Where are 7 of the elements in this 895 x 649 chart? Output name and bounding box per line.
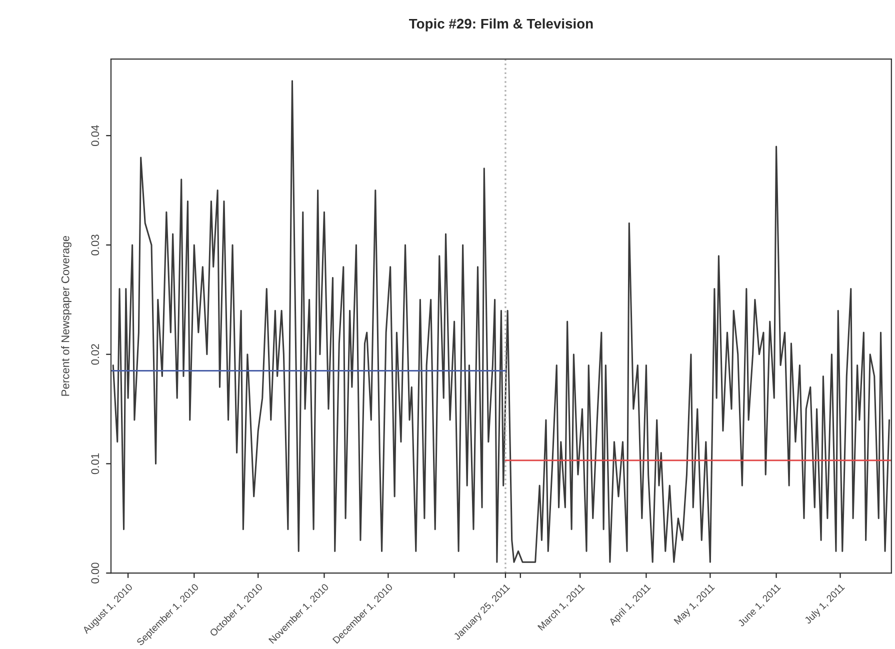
y-tick-label: 0.04 (91, 125, 100, 146)
chart-title: Topic #29: Film & Television (409, 18, 593, 32)
y-tick-label: 0.00 (91, 562, 100, 584)
y-tick-label: 0.01 (91, 453, 100, 474)
y-axis-title: Percent of Newspaper Coverage (61, 236, 72, 396)
y-tick-label: 0.03 (91, 234, 100, 256)
y-tick-label: 0.02 (91, 344, 100, 365)
